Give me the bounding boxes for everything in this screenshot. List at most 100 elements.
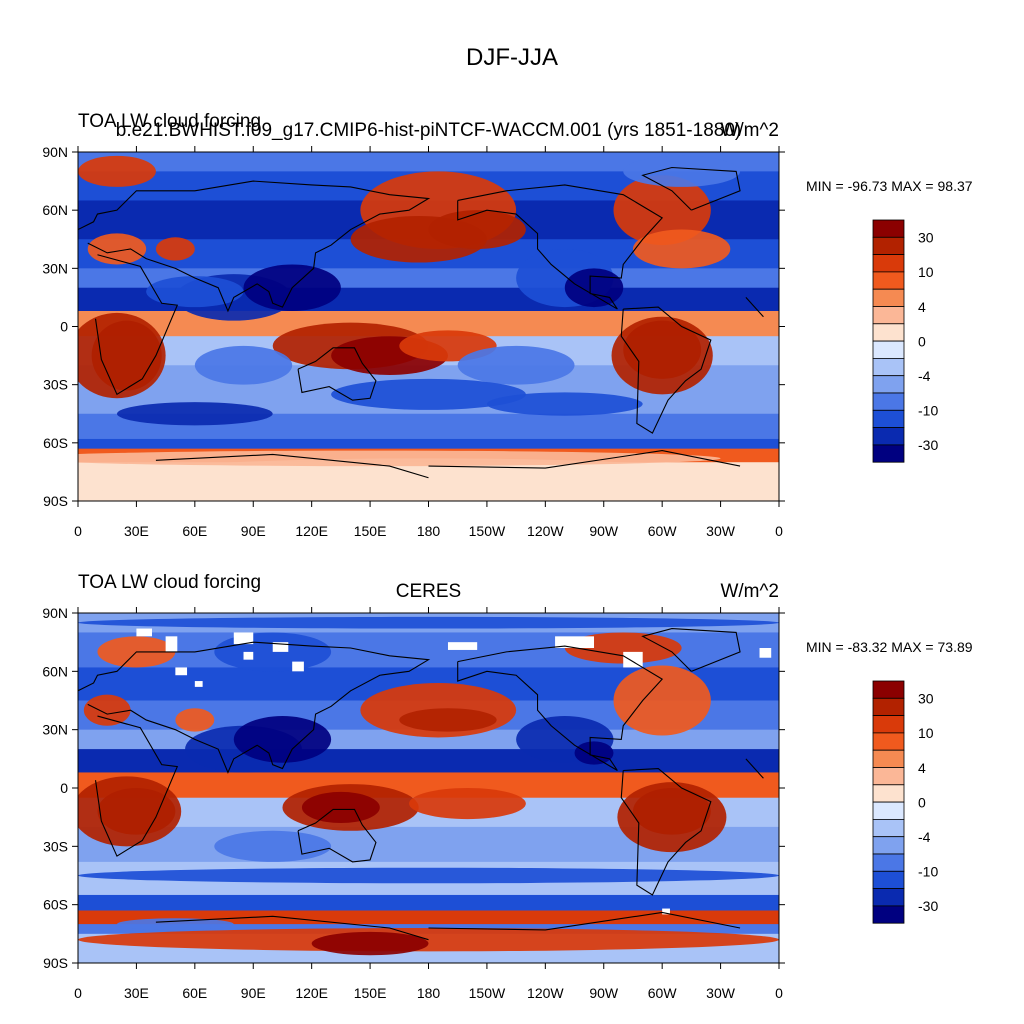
bottom-panel: 0 30E 60E 90E 120E 150E 180 150W 120W 90W 60W 30W 09… [42, 572, 972, 1001]
colorbar-label: -4 [918, 368, 931, 384]
y-tick-label: 0 [60, 780, 68, 796]
y-tick-label: 30N [42, 260, 68, 276]
colorbar-cell [872, 749, 905, 768]
field-region [78, 867, 779, 884]
missing-data-mask [759, 648, 772, 658]
missing-data-mask [292, 661, 304, 672]
y-tick-label: 30S [43, 377, 68, 393]
field-region [613, 175, 711, 246]
colorbar-cell [872, 680, 905, 699]
coastline [428, 911, 741, 931]
colorbar: 30 10 4 0 -4 -10 -30 [872, 219, 938, 463]
left-title: TOA LW cloud forcing [78, 111, 261, 132]
colorbar-cell [872, 819, 905, 838]
colorbar-cell [872, 836, 905, 855]
y-tick-label: 60S [43, 435, 68, 451]
field-region [116, 918, 234, 930]
x-tick-label: 60E [182, 985, 207, 1001]
y-tick-label: 60N [42, 202, 68, 218]
colorbar-label: 4 [918, 299, 926, 315]
y-tick-label: 60N [42, 663, 68, 679]
field-region [409, 788, 526, 820]
colorbar: 30 10 4 0 -4 -10 -30 [872, 680, 938, 924]
colorbar-cell [872, 732, 905, 751]
colorbar-cell [872, 288, 905, 307]
y-tick-label: 90S [43, 955, 68, 971]
cloud-forcing-field [78, 152, 779, 501]
colorbar-label: 0 [918, 333, 926, 349]
field-region [613, 665, 711, 736]
colorbar-label: 4 [918, 760, 926, 776]
missing-data-mask [165, 636, 178, 652]
colorbar-cell [872, 375, 905, 394]
field-region [486, 392, 643, 416]
x-tick-label: 150E [354, 985, 387, 1001]
missing-data-mask [623, 651, 643, 668]
field-region [617, 782, 727, 853]
colorbar-cell [872, 392, 905, 411]
coastline [745, 297, 764, 318]
field-region [311, 931, 429, 956]
field-region [457, 345, 575, 385]
colorbar-label: -4 [918, 829, 931, 845]
min-max-label: MIN = -83.32 MAX = 73.89 [806, 639, 973, 655]
colorbar-label: 30 [918, 691, 934, 707]
coastlines [78, 628, 764, 941]
cloud-forcing-field [78, 613, 779, 963]
colorbar-cell [872, 715, 905, 734]
field-region [301, 791, 380, 823]
center-title: b.e21.BWHIST.f09_g17.CMIP6-hist-piNTCF-W… [116, 120, 741, 141]
colorbar-label: -10 [918, 403, 938, 419]
x-tick-label: 120E [295, 523, 328, 539]
missing-data-mask [175, 667, 188, 676]
colorbar-label: 30 [918, 230, 934, 246]
center-title: CERES [396, 581, 461, 602]
coastline [297, 347, 377, 401]
colorbar-cell [872, 853, 905, 872]
missing-data-mask [662, 908, 670, 915]
x-tick-label: 180 [417, 523, 441, 539]
colorbar-label: -30 [918, 898, 938, 914]
field-band [78, 152, 779, 172]
coastline [94, 715, 179, 857]
field-region [155, 237, 195, 261]
field-region [623, 155, 741, 187]
field-region [116, 402, 273, 426]
field-region [194, 345, 293, 385]
field-region [564, 268, 624, 308]
x-tick-label: 30W [706, 523, 736, 539]
colorbar-cell [872, 870, 905, 889]
coastline [155, 915, 429, 941]
colorbar-cell [872, 340, 905, 359]
field-region [233, 716, 332, 763]
x-tick-label: 60W [648, 985, 678, 1001]
missing-data-mask [194, 681, 203, 687]
coastline [620, 767, 712, 896]
coastline [745, 758, 764, 779]
colorbar-label: -30 [918, 437, 938, 453]
field-region [78, 776, 182, 847]
missing-data-mask [272, 642, 289, 652]
colorbar-label: 10 [918, 264, 934, 280]
x-tick-label: 30E [124, 985, 149, 1001]
colorbar-cell [872, 444, 905, 463]
colorbar-cell [872, 801, 905, 820]
colorbar-cell [872, 323, 905, 342]
field-band [78, 438, 779, 450]
colorbar-cell [872, 271, 905, 290]
field-region [428, 210, 526, 249]
x-tick-label: 180 [417, 985, 441, 1001]
field-region [78, 450, 721, 467]
colorbar-cell [872, 357, 905, 377]
top-panel: 0 30E 60E 90E 120E 150E 180 150W 120W 90W 60W 30W 09… [42, 111, 972, 539]
field-region [611, 316, 713, 395]
x-tick-label: 0 [775, 523, 783, 539]
field-region [632, 229, 731, 269]
coastline [641, 166, 741, 211]
field-region [574, 741, 614, 765]
y-tick-label: 90N [42, 605, 68, 621]
units-label: W/m^2 [720, 120, 779, 141]
coastline [78, 180, 431, 313]
x-tick-label: 90W [589, 523, 619, 539]
